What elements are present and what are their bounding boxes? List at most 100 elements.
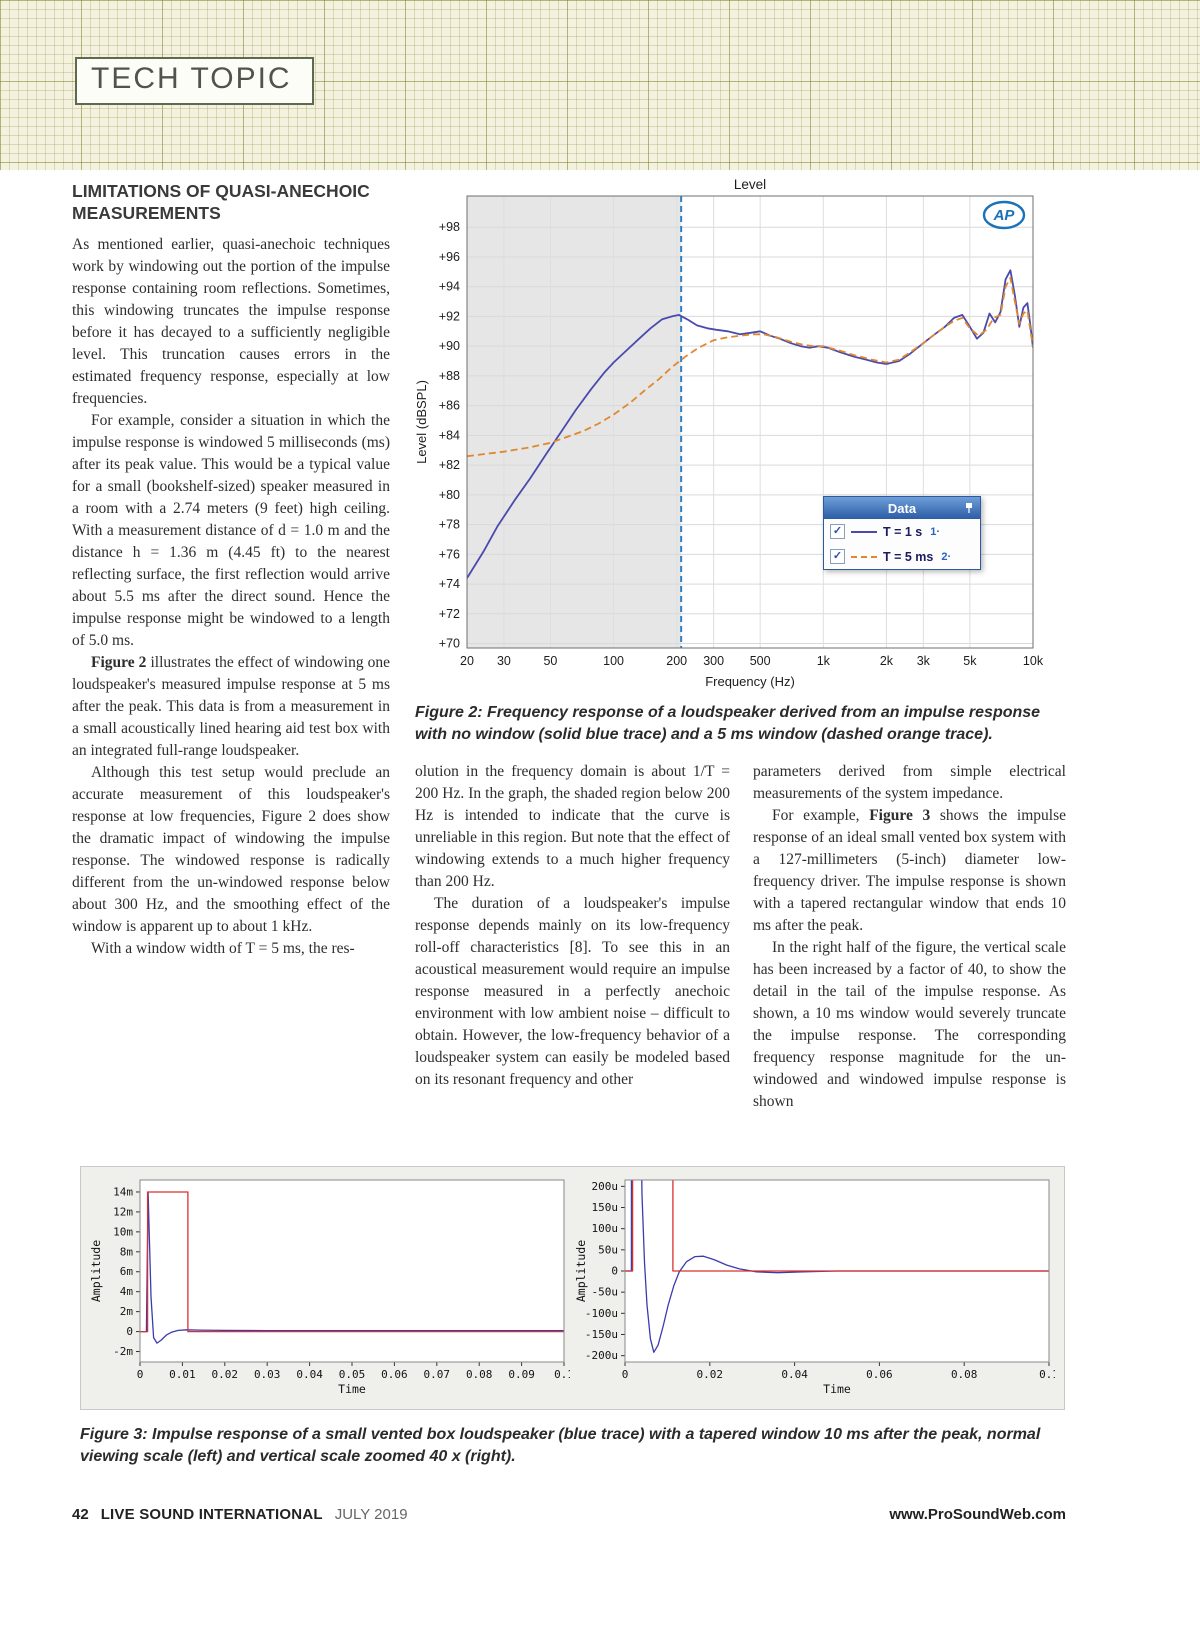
- cursor-marker: 1·: [930, 525, 941, 538]
- svg-text:+72: +72: [439, 607, 460, 621]
- svg-text:0.09: 0.09: [508, 1368, 534, 1381]
- figure3: 14m 12m 10m 8m 6m 4m 2m 0 -2m 0 0.01 0.02 0.03 0.04 0.…: [80, 1166, 1065, 1410]
- svg-text:Level: Level: [734, 178, 766, 192]
- section-tag-label: TECH TOPIC: [91, 62, 292, 95]
- svg-text:0.04: 0.04: [781, 1368, 808, 1381]
- svg-text:0: 0: [126, 1325, 133, 1338]
- svg-text:0.01: 0.01: [169, 1368, 196, 1381]
- figure2-legend: Data ✓ T = 1 s 1· ✓ T = 5 ms 2·: [823, 496, 981, 570]
- paragraph: In the right half of the figure, the ver…: [753, 939, 1066, 1110]
- svg-text:50: 50: [543, 654, 557, 668]
- text-column-3: parameters derived from simple electrica…: [753, 761, 1066, 1113]
- svg-text:50u: 50u: [598, 1243, 618, 1256]
- figure3-left-chart: 14m 12m 10m 8m 6m 4m 2m 0 -2m 0 0.01 0.02 0.03 0.04 0.…: [90, 1179, 570, 1396]
- svg-text:0: 0: [611, 1265, 618, 1278]
- svg-text:+80: +80: [439, 488, 460, 502]
- svg-text:0.05: 0.05: [339, 1368, 366, 1381]
- figure3-caption: Figure 3: Impulse response of a small ve…: [80, 1426, 1041, 1466]
- issue-date: JULY 2019: [334, 1506, 408, 1523]
- paragraph: For example, consider a situation in whi…: [72, 411, 390, 649]
- svg-text:-150u: -150u: [585, 1328, 618, 1341]
- paragraph: The duration of a loudspeaker's impulse …: [415, 895, 730, 1088]
- svg-text:+74: +74: [439, 577, 460, 591]
- paragraph: Although this test setup would preclude …: [72, 763, 390, 935]
- svg-text:0: 0: [622, 1368, 629, 1381]
- svg-text:200u: 200u: [592, 1180, 619, 1193]
- svg-text:0.02: 0.02: [697, 1368, 724, 1381]
- svg-text:+96: +96: [439, 250, 460, 264]
- svg-text:30: 30: [497, 654, 511, 668]
- svg-text:20: 20: [460, 654, 474, 668]
- svg-text:-100u: -100u: [585, 1307, 618, 1320]
- logo-ellipse: [982, 200, 1026, 230]
- section-tag-box: TECH TOPIC: [75, 57, 314, 105]
- svg-text:+88: +88: [439, 369, 460, 383]
- svg-text:14m: 14m: [113, 1185, 133, 1198]
- legend-checkbox: ✓: [830, 524, 845, 539]
- svg-text:6m: 6m: [120, 1265, 134, 1278]
- paragraph: Figure 2 illustrates the effect of windo…: [72, 653, 391, 759]
- paragraph: olution in the frequency domain is about…: [415, 763, 730, 890]
- legend-label: T = 1 s: [883, 524, 923, 539]
- svg-text:0.06: 0.06: [866, 1368, 893, 1381]
- svg-text:+84: +84: [439, 428, 460, 442]
- svg-text:+92: +92: [439, 309, 460, 323]
- figure2-caption: Figure 2: Frequency response of a loudsp…: [415, 704, 1041, 744]
- svg-text:150u: 150u: [592, 1201, 619, 1214]
- website-url: www.ProSoundWeb.com: [889, 1506, 1066, 1523]
- svg-text:0.03: 0.03: [254, 1368, 281, 1381]
- legend-row: ✓ T = 5 ms 2·: [824, 544, 980, 569]
- svg-text:Amplitude: Amplitude: [90, 1240, 103, 1302]
- legend-row: ✓ T = 1 s 1·: [824, 519, 980, 544]
- svg-text:10m: 10m: [113, 1225, 133, 1238]
- svg-text:+98: +98: [439, 220, 460, 234]
- svg-text:+78: +78: [439, 518, 460, 532]
- figure2-chart: Level +98 +96 +94 +92 +90 +88 +86 +84 +82 +80 +78 +7…: [414, 177, 1044, 689]
- figure2: Level +98 +96 +94 +92 +90 +88 +86 +84 +82 +80 +78 +7…: [413, 177, 1045, 698]
- svg-text:Time: Time: [338, 1382, 366, 1396]
- svg-text:-50u: -50u: [592, 1286, 619, 1299]
- svg-text:+82: +82: [439, 458, 460, 472]
- text-column-2: olution in the frequency domain is about…: [415, 761, 730, 1091]
- svg-text:Frequency (Hz): Frequency (Hz): [705, 674, 795, 689]
- grid-paper-texture: [0, 0, 1200, 170]
- svg-text:0.04: 0.04: [296, 1368, 323, 1381]
- figure3-right-chart: 200u 150u 100u 50u 0 -50u -100u -150u -200u 0 0.02…: [575, 1179, 1055, 1396]
- paragraph: With a window width of T = 5 ms, the res…: [91, 939, 355, 957]
- article-heading: LIMITATIONS OF QUASI-ANECHOIC MEASUREMEN…: [72, 181, 370, 224]
- svg-text:+76: +76: [439, 547, 460, 561]
- text-column-1: LIMITATIONS OF QUASI-ANECHOIC MEASUREMEN…: [72, 180, 390, 960]
- svg-text:10k: 10k: [1023, 654, 1044, 668]
- svg-text:0.1: 0.1: [1039, 1368, 1055, 1381]
- svg-text:0.06: 0.06: [381, 1368, 408, 1381]
- legend-header: Data: [824, 497, 980, 519]
- cursor-marker: 2·: [941, 550, 952, 563]
- svg-text:+94: +94: [439, 280, 460, 294]
- svg-text:+86: +86: [439, 399, 460, 413]
- svg-text:5k: 5k: [963, 654, 977, 668]
- svg-text:-2m: -2m: [113, 1345, 133, 1358]
- svg-text:500: 500: [750, 654, 771, 668]
- svg-text:4m: 4m: [120, 1285, 134, 1298]
- legend-rows: ✓ T = 1 s 1· ✓ T = 5 ms 2·: [824, 519, 980, 569]
- svg-text:12m: 12m: [113, 1205, 133, 1218]
- svg-text:1k: 1k: [817, 654, 831, 668]
- svg-text:+90: +90: [439, 339, 460, 353]
- paragraph: parameters derived from simple electrica…: [753, 763, 1066, 802]
- svg-text:0.02: 0.02: [212, 1368, 239, 1381]
- svg-text:0: 0: [137, 1368, 144, 1381]
- svg-text:0.07: 0.07: [424, 1368, 451, 1381]
- pin-icon: [963, 502, 975, 514]
- paragraph: For example, Figure 3 shows the impulse …: [753, 807, 1066, 934]
- magazine-name: LIVE SOUND INTERNATIONAL: [100, 1506, 323, 1523]
- svg-text:100: 100: [603, 654, 624, 668]
- legend-checkbox: ✓: [830, 549, 845, 564]
- logo-text: AP: [993, 207, 1016, 224]
- legend-line-sample: [851, 530, 877, 533]
- svg-text:100u: 100u: [592, 1222, 619, 1235]
- footer-left: 42 LIVE SOUND INTERNATIONAL JULY 2019: [72, 1506, 408, 1523]
- svg-text:3k: 3k: [917, 654, 931, 668]
- svg-text:Time: Time: [823, 1382, 851, 1396]
- svg-text:8m: 8m: [120, 1245, 134, 1258]
